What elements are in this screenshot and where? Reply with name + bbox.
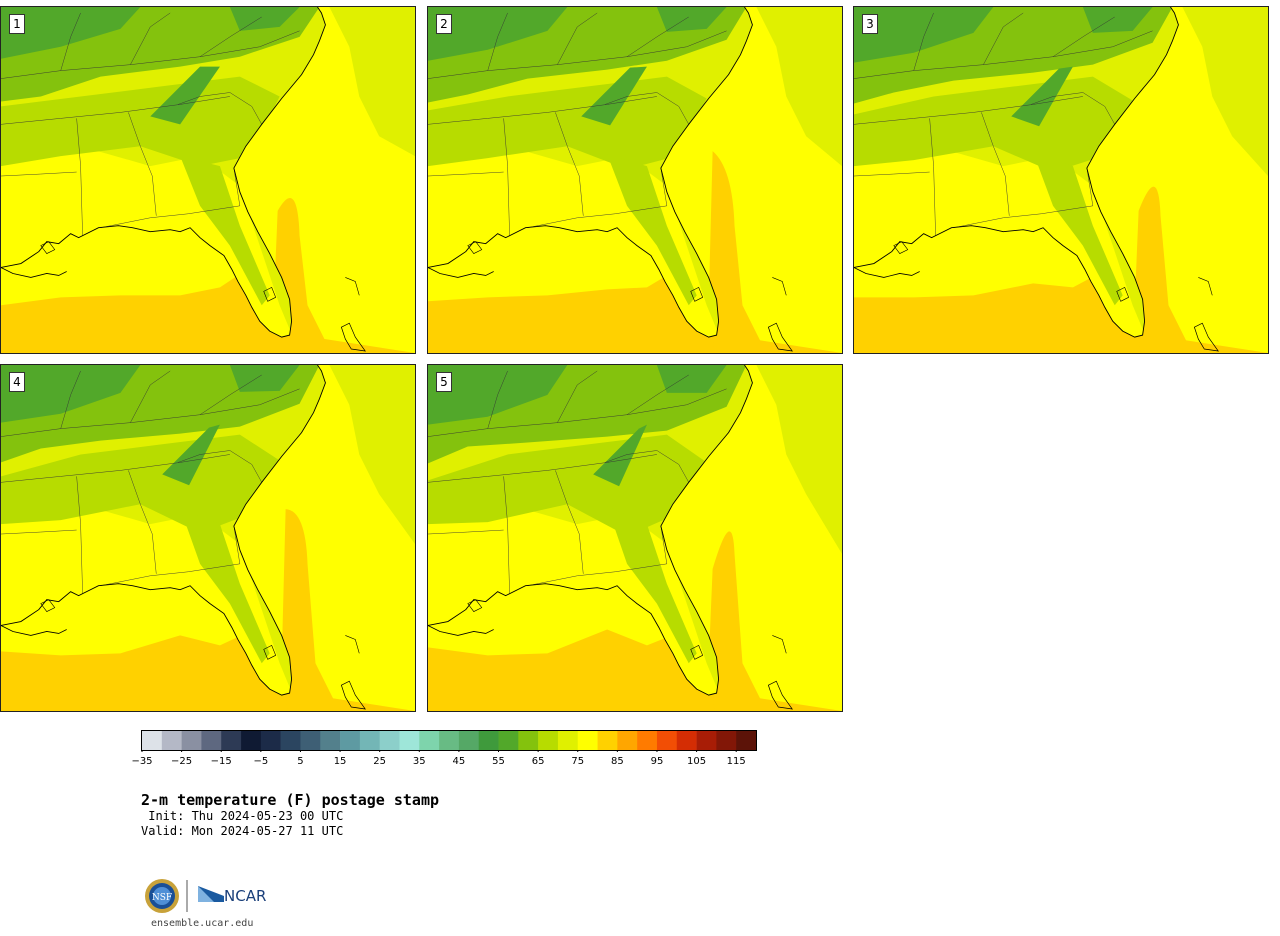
colorbar-swatch xyxy=(221,731,242,750)
colorbar-swatch xyxy=(399,731,420,750)
colorbar-swatch xyxy=(577,731,598,750)
postage-stamp-panel: 1 xyxy=(0,6,416,354)
temperature-map xyxy=(428,365,842,711)
colorbar-tick-label: 45 xyxy=(452,756,466,767)
colorbar-tick-label: 85 xyxy=(610,756,624,767)
colorbar-swatch xyxy=(260,731,281,750)
colorbar-swatch xyxy=(439,731,460,750)
postage-stamp-panel: 5 xyxy=(427,364,843,712)
colorbar-swatch xyxy=(498,731,519,750)
panel-number-label: 2 xyxy=(436,14,452,34)
site-url[interactable]: ensemble.ucar.edu xyxy=(151,918,254,929)
colorbar-swatch xyxy=(597,731,618,750)
colorbar-swatch xyxy=(518,731,539,750)
colorbar-swatch xyxy=(696,731,717,750)
colorbar-swatch xyxy=(340,731,361,750)
colorbar-swatch xyxy=(736,731,757,750)
colorbar-swatch xyxy=(161,731,182,750)
panel-number-label: 4 xyxy=(9,372,25,392)
panel-number-label: 5 xyxy=(436,372,452,392)
colorbar-tick-label: 105 xyxy=(687,756,707,767)
colorbar-swatch xyxy=(379,731,400,750)
colorbar-tick-label: −25 xyxy=(171,756,193,767)
colorbar-swatch xyxy=(419,731,440,750)
colorbar-tick-label: 25 xyxy=(373,756,387,767)
colorbar-tick-label: −35 xyxy=(131,756,153,767)
nsf-logo-text: NSF xyxy=(152,893,172,903)
postage-stamp-panel: 3 xyxy=(853,6,1269,354)
valid-time: Valid: Mon 2024-05-27 11 UTC xyxy=(141,824,344,838)
colorbar-swatch xyxy=(241,731,262,750)
panel-number-label: 3 xyxy=(862,14,878,34)
colorbar-swatch xyxy=(300,731,321,750)
colorbar-swatch xyxy=(538,731,559,750)
colorbar-tick-label: 75 xyxy=(571,756,585,767)
colorbar-swatch xyxy=(280,731,301,750)
nsf-ncar-logo: NSF NCAR xyxy=(145,879,266,913)
colorbar-tick-label: 115 xyxy=(726,756,746,767)
ncar-logo-icon: NCAR xyxy=(198,886,266,905)
figure-title: 2-m temperature (F) postage stamp xyxy=(141,791,440,809)
postage-stamp-panel: 2 xyxy=(427,6,843,354)
colorbar-tick-label: 15 xyxy=(333,756,347,767)
colorbar-swatch xyxy=(201,731,222,750)
temperature-map xyxy=(1,7,415,353)
colorbar-swatch xyxy=(557,731,579,750)
colorbar-swatch xyxy=(458,731,480,750)
nsf-seal-icon: NSF xyxy=(145,879,179,913)
colorbar-swatch xyxy=(676,731,697,750)
colorbar-swatch xyxy=(359,731,380,750)
temperature-map xyxy=(1,365,415,711)
colorbar-swatch xyxy=(617,731,638,750)
colorbar-swatch xyxy=(320,731,341,750)
colorbar-tick-label: 5 xyxy=(297,756,304,767)
colorbar xyxy=(141,730,757,752)
panel-number-label: 1 xyxy=(9,14,25,34)
colorbar-tick-label: −15 xyxy=(210,756,232,767)
temperature-map xyxy=(854,7,1268,353)
temperature-map xyxy=(428,7,842,353)
colorbar-swatch xyxy=(637,731,658,750)
ncar-logo-text: NCAR xyxy=(224,887,266,905)
colorbar-swatch xyxy=(656,731,678,750)
colorbar-swatch xyxy=(181,731,202,750)
colorbar-tick-label: 95 xyxy=(650,756,664,767)
colorbar-swatch xyxy=(716,731,737,750)
postage-stamp-panel: 4 xyxy=(0,364,416,712)
colorbar-tick-label: −5 xyxy=(253,756,269,767)
colorbar-swatch xyxy=(142,731,163,750)
colorbar-swatch xyxy=(478,731,499,750)
colorbar-tick-label: 55 xyxy=(492,756,505,767)
init-time: Init: Thu 2024-05-23 00 UTC xyxy=(141,809,344,823)
colorbar-tick-label: 65 xyxy=(531,756,545,767)
colorbar-tick-label: 35 xyxy=(412,756,426,767)
